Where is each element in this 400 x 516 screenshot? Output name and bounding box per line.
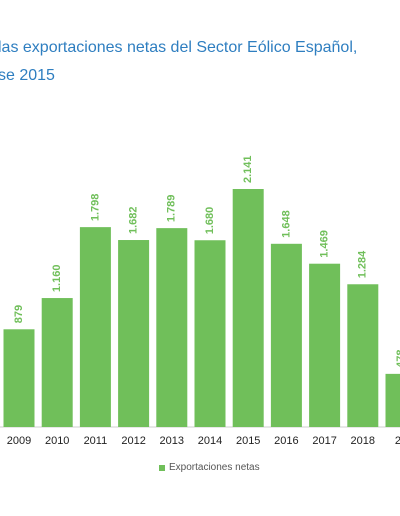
data-label-2015: 2.141: [242, 155, 254, 183]
x-tick-2012: 2012: [121, 435, 145, 447]
x-tick-2015: 2015: [236, 435, 260, 447]
x-tick-2017: 2017: [312, 435, 336, 447]
chart-title: las exportaciones netas del Sector Eólic…: [0, 34, 400, 90]
bar-2017: [309, 263, 341, 427]
bar-2014: [194, 240, 226, 427]
x-tick-2013: 2013: [160, 435, 184, 447]
x-tick-2009: 2009: [7, 435, 31, 447]
data-label-20: 478: [395, 350, 400, 368]
x-tick-2014: 2014: [198, 435, 222, 447]
data-label-2017: 1.469: [319, 230, 331, 258]
data-label-2011: 1.798: [89, 194, 101, 222]
bar-2010: [41, 298, 73, 427]
data-label-2010: 1.160: [51, 265, 63, 293]
bar-2011: [79, 227, 111, 427]
x-tick-2011: 2011: [84, 435, 108, 447]
x-tick-2018: 2018: [351, 435, 375, 447]
x-tick-2016: 2016: [274, 435, 298, 447]
bar-2012: [118, 240, 150, 427]
x-tick-20: 20: [395, 435, 400, 447]
legend-label: Exportaciones netas: [169, 462, 260, 473]
data-label-2009: 879: [13, 305, 25, 323]
data-label-2014: 1.680: [204, 207, 216, 235]
chart-title-line-1: las exportaciones netas del Sector Eólic…: [0, 39, 358, 56]
legend: Exportaciones netas: [159, 462, 260, 473]
bar-2018: [347, 284, 379, 427]
bar-2009: [3, 329, 35, 427]
bar-20: [385, 373, 400, 427]
bar-2013: [156, 228, 188, 427]
chart-title-line-2: se 2015: [0, 67, 55, 84]
data-label-2013: 1.789: [166, 195, 178, 223]
data-label-2012: 1.682: [128, 206, 140, 234]
bar-2015: [232, 189, 264, 427]
data-label-2018: 1.284: [357, 250, 369, 278]
x-tick-2010: 2010: [45, 435, 69, 447]
legend-swatch: [159, 464, 165, 471]
data-label-2016: 1.648: [280, 210, 292, 238]
bar-2016: [270, 243, 302, 427]
